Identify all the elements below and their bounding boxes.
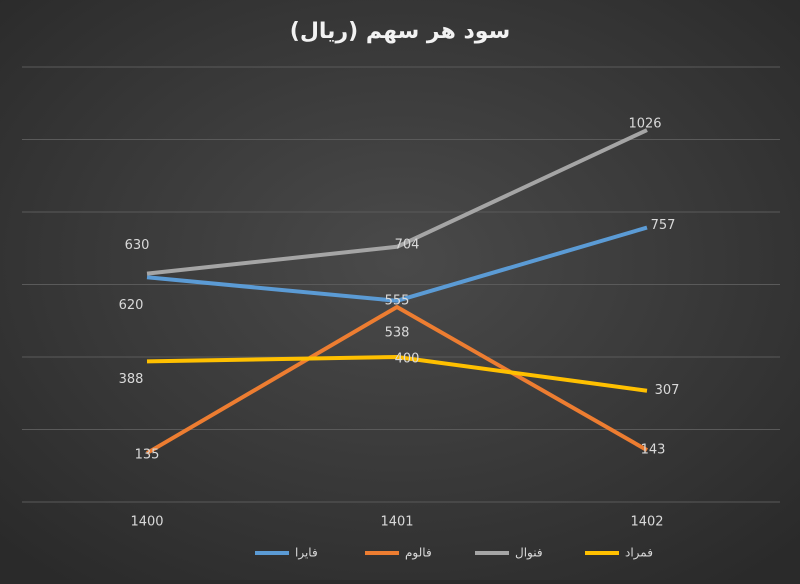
series-line xyxy=(146,225,648,303)
data-label: 400 xyxy=(395,352,420,367)
x-tick-label: 1401 xyxy=(380,515,413,530)
legend-label: فمراد xyxy=(625,546,653,561)
data-label: 757 xyxy=(651,218,676,233)
data-label: 630 xyxy=(125,238,150,253)
data-label: 620 xyxy=(119,298,144,313)
series-line xyxy=(146,128,648,276)
legend-label: فنوال xyxy=(515,546,543,561)
legend-label: فایرا xyxy=(295,546,318,561)
data-label: 143 xyxy=(641,443,666,458)
data-label: 135 xyxy=(135,448,160,463)
data-label: 555 xyxy=(385,293,410,308)
series-line xyxy=(146,355,648,393)
x-tick-label: 1402 xyxy=(630,515,663,530)
x-tick-label: 1400 xyxy=(130,515,163,530)
chart-title: سود هر سهم (ریال) xyxy=(290,19,510,44)
data-label: 704 xyxy=(395,237,420,252)
data-label: 1026 xyxy=(628,117,661,132)
series-line xyxy=(145,304,648,455)
data-label: 538 xyxy=(385,325,410,340)
data-label: 307 xyxy=(655,383,680,398)
legend-label: فالوم xyxy=(405,546,432,561)
data-label: 388 xyxy=(119,372,144,387)
